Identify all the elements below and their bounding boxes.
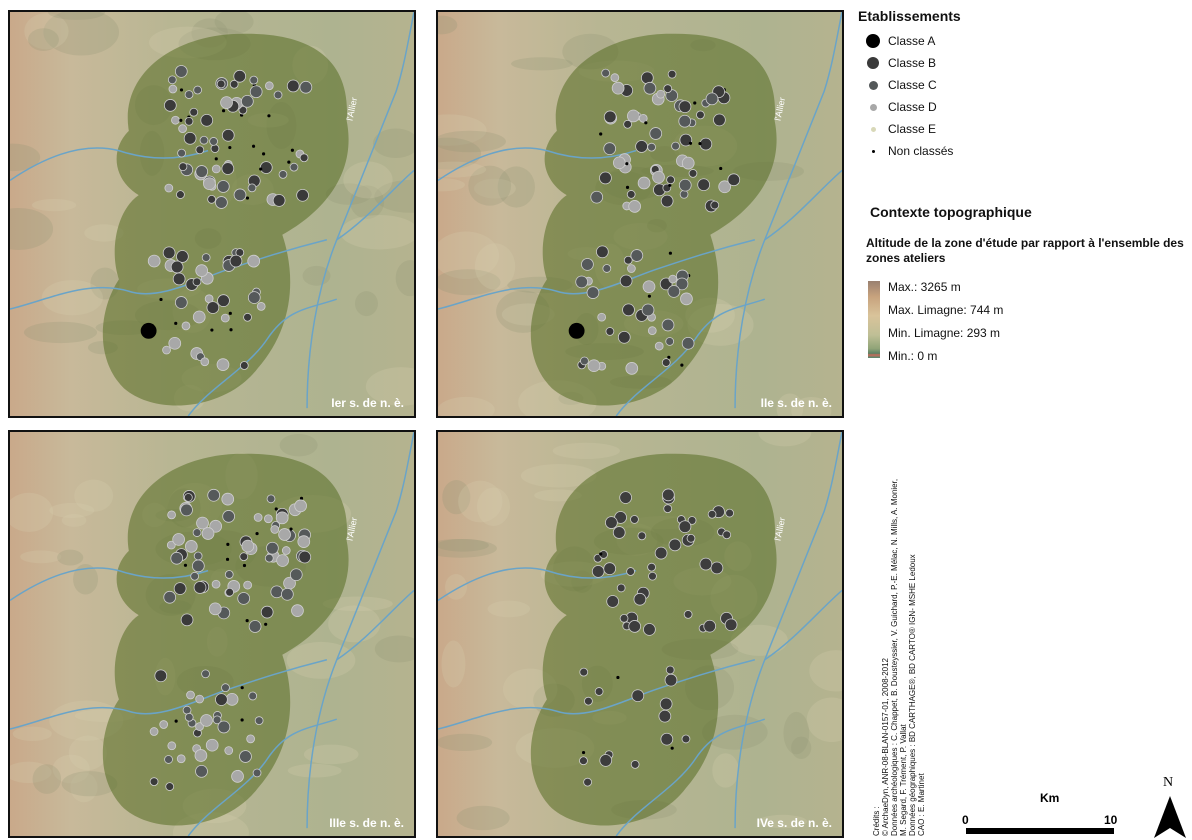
class-b-symbol — [867, 57, 879, 69]
legend-class-a: Classe A — [858, 30, 1188, 52]
ramp-max-limagne: Max. Limagne: 744 m — [888, 303, 1004, 317]
credits-line: Crédits : — [872, 806, 881, 836]
legend-label: Non classés — [888, 144, 954, 158]
scale-segment — [966, 828, 1114, 834]
period-label: IIIe s. de n. è. — [329, 816, 404, 830]
scale-unit: Km — [1040, 791, 1059, 805]
legend-label: Classe D — [888, 100, 937, 114]
ramp-min-limagne: Min. Limagne: 293 m — [888, 326, 1001, 340]
legend-title: Etablissements — [858, 8, 961, 24]
map-panel-1: l'Allier Ier s. de n. è. — [8, 10, 416, 418]
credits-line: M. Segard, F. Trément, P. Vallat — [899, 724, 908, 836]
class-a-symbol — [866, 34, 880, 48]
altitude-color-ramp — [868, 281, 880, 358]
credits-line: CAO : E. Martinet — [917, 773, 926, 836]
scale-bar: Km 0 10 — [962, 791, 1118, 834]
period-label: IVe s. de n. è. — [756, 816, 832, 830]
ramp-min: Min.: 0 m — [888, 349, 938, 363]
credits-line: © ArchaeDyn, ANR-08-BLAN-0157-01, 2008-2… — [881, 658, 890, 836]
legend-label: Classe B — [888, 56, 937, 70]
class-d-symbol — [869, 103, 877, 111]
legend-unclassified: Non classés — [858, 140, 1188, 162]
legend-class-d: Classe D — [858, 96, 1188, 118]
legend-class-c: Classe C — [858, 74, 1188, 96]
map-3-graphic — [10, 432, 414, 836]
legend-class-e: Classe E — [858, 118, 1188, 140]
credits-line: Données géographiques : BD CARTHAGE®, BD… — [908, 554, 917, 836]
period-label: Ier s. de n. è. — [331, 396, 404, 410]
scale-start: 0 — [962, 813, 969, 827]
map-1-graphic — [10, 12, 414, 416]
unclassified-symbol — [871, 149, 875, 153]
topo-title: Contexte topographique — [870, 204, 1032, 220]
credits-block: Crédits : © ArchaeDyn, ANR-08-BLAN-0157-… — [872, 376, 926, 836]
map-4-graphic — [438, 432, 842, 836]
class-c-symbol — [868, 80, 878, 90]
map-panel-2: l'Allier IIe s. de n. è. — [436, 10, 844, 418]
legend-label: Classe E — [888, 122, 937, 136]
ramp-max: Max.: 3265 m — [888, 280, 961, 294]
credits-line: Données archéologiques : C. Chappet, B. … — [890, 478, 899, 836]
north-label: N — [1163, 775, 1173, 790]
map-2-graphic — [438, 12, 842, 416]
scale-end: 10 — [1104, 813, 1118, 827]
legend-label: Classe C — [888, 78, 937, 92]
map-panel-4: l'Allier IVe s. de n. è. — [436, 430, 844, 838]
north-arrow-icon: N — [1154, 775, 1186, 838]
map-panel-3: l'Allier IIIe s. de n. è. — [8, 430, 416, 838]
settlement-legend: Etablissements Classe A Classe B Classe … — [858, 8, 1188, 162]
topo-subtitle: Altitude de la zone d'étude par rapport … — [866, 236, 1184, 265]
legend-label: Classe A — [888, 34, 936, 48]
class-e-symbol — [870, 126, 876, 132]
period-label: IIe s. de n. è. — [760, 396, 832, 410]
legend-class-b: Classe B — [858, 52, 1188, 74]
